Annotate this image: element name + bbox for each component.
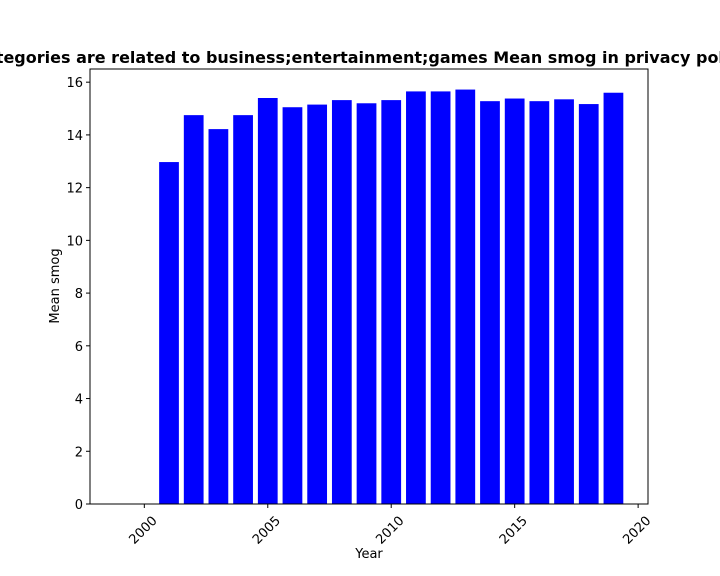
bar-2009: [356, 103, 377, 504]
bar-2007: [307, 104, 328, 504]
x-tick-label: 2010: [373, 514, 407, 548]
x-axis-label: Year: [354, 547, 383, 562]
bar-2002: [183, 115, 204, 505]
y-tick-label: 0: [75, 498, 83, 513]
x-tick-label: 2015: [497, 514, 531, 548]
bar-2012: [430, 91, 451, 504]
y-tick-label: 14: [66, 129, 83, 144]
bar-2006: [282, 107, 303, 505]
bar-2017: [554, 99, 574, 505]
bars-group: [159, 89, 624, 505]
y-tick-label: 6: [75, 340, 83, 355]
bar-2003: [208, 129, 229, 505]
y-axis-label: Mean smog: [48, 248, 63, 323]
y-ticks-group: 0 2 4 6 8 10 12 14 16: [66, 76, 90, 513]
y-tick-label: 16: [66, 76, 83, 91]
bar-2005: [257, 98, 278, 504]
x-tick-label: 2000: [126, 514, 160, 548]
plot-frame: [89, 68, 649, 505]
y-tick-label: 2: [75, 445, 83, 460]
bar-2018: [578, 104, 599, 505]
bar-2011: [406, 91, 426, 504]
bar-2004: [233, 115, 253, 505]
bar-2008: [331, 100, 352, 504]
y-tick-label: 8: [75, 287, 83, 302]
bar-2014: [480, 101, 500, 504]
bar-2001: [159, 162, 179, 504]
x-tick-label: 2005: [250, 514, 284, 548]
bar-2013: [455, 89, 476, 505]
y-tick-label: 12: [66, 182, 83, 197]
y-tick-label: 4: [75, 393, 83, 408]
x-tick-label: 2020: [620, 514, 654, 548]
bar-2019: [603, 92, 624, 505]
bar-2015: [504, 98, 525, 504]
y-tick-label: 10: [66, 234, 83, 249]
x-ticks-group: 2000 2005 2010 2015 2020: [126, 504, 654, 548]
chart-title: Categories are related to business;enter…: [0, 48, 720, 67]
bar-2010: [381, 100, 402, 504]
bar-2016: [529, 101, 550, 504]
